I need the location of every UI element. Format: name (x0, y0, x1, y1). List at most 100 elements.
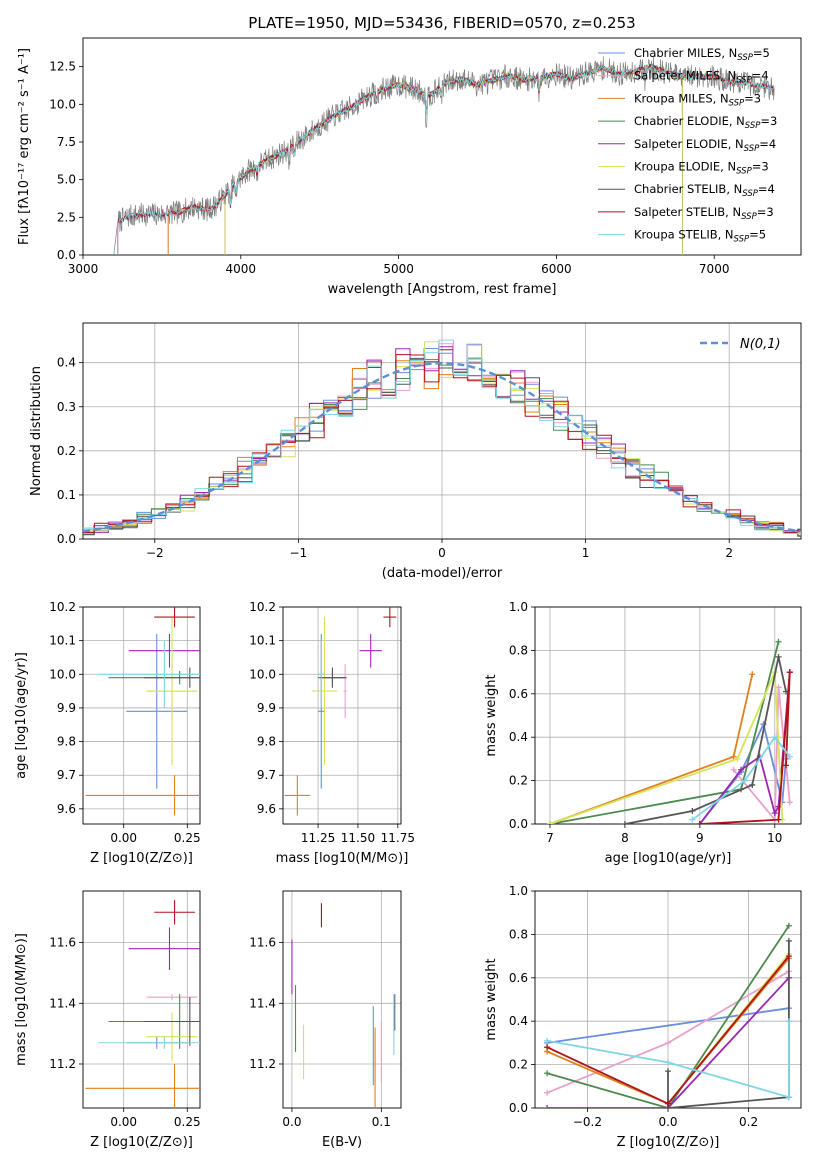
panels: 3000 4000 5000 6000 70000.02.55.07.510.012.5… (14, 37, 802, 1150)
x-tick-label: 0.00 (110, 1115, 137, 1129)
weight-point-marker (546, 821, 553, 824)
y-tick-label: 12.5 (49, 60, 76, 74)
y-tick-label: 11.4 (49, 996, 76, 1010)
mass-vs-ebv-panel: 0.0 0.1 11.2 11.4 11.6 E(B-V) (249, 890, 402, 1150)
x-tick-label: 0 (438, 546, 446, 560)
y-tick-label: 5.0 (57, 173, 76, 187)
weight-point-marker (785, 953, 792, 960)
y-tick-label: 9.7 (257, 768, 276, 782)
weight-point-marker (741, 777, 748, 784)
legend-entry: Salpeter MILES, NSSP=4 (634, 69, 769, 86)
y-axis-label: Flux [fλ10⁻¹⁷ erg cm⁻² s⁻¹ A⁻¹] (17, 48, 32, 245)
spectrum-plot-area (113, 56, 775, 255)
x-axis-label: mass [log10(M/M⊙)] (276, 851, 409, 866)
legend-entry: Chabrier MILES, NSSP=5 (634, 46, 770, 63)
weight-point-marker (775, 684, 782, 691)
x-tick-label: 0.2 (739, 1115, 758, 1129)
y-tick-label: 2.5 (57, 210, 76, 224)
y-tick-label: 1.0 (509, 600, 528, 614)
weight-plot-area (544, 922, 792, 1108)
y-axis-label: age [log10(age/yr)] (14, 652, 29, 779)
weight-point-marker (544, 1105, 551, 1108)
x-tick-label: 7 (546, 831, 554, 845)
y-tick-label: 0.0 (509, 817, 528, 831)
x-tick-label: 2 (725, 546, 733, 560)
x-tick-label: 11.25 (301, 831, 335, 845)
age-vs-mass-panel: 11.25 11.50 11.75 9.6 9.7 9.8 9.9 10.0 10.1 10.2 m… (249, 600, 415, 866)
y-tick-label: 0.6 (509, 687, 528, 701)
weight-point-marker (665, 1100, 671, 1107)
x-tick-label: 10 (767, 831, 782, 845)
y-tick-label: 1.0 (509, 884, 528, 898)
y-tick-label: 0.2 (509, 1058, 528, 1072)
x-tick-label: 5000 (383, 262, 414, 276)
legend-entry: Kroupa ELODIE, NSSP=3 (634, 160, 769, 177)
normal-legend-label: N(0,1) (740, 337, 781, 352)
x-tick-label: 0.00 (110, 831, 137, 845)
y-tick-label: 0.4 (509, 1014, 528, 1028)
weight-point-marker (785, 1018, 792, 1025)
x-tick-label: 0.1 (372, 1115, 391, 1129)
legend-entry: Chabrier ELODIE, NSSP=3 (634, 114, 777, 131)
y-tick-label: 0.2 (509, 774, 528, 788)
weight-point-marker (665, 1059, 671, 1066)
x-tick-label: 3000 (68, 262, 99, 276)
axes-frame (82, 606, 201, 825)
weight-plot-area (546, 638, 793, 824)
weight-point-marker (786, 753, 793, 760)
axes-frame (82, 322, 802, 540)
errorbar-plot-area (284, 607, 397, 816)
legend-entry: Kroupa STELIB, NSSP=5 (634, 228, 766, 245)
y-tick-label: 0.0 (57, 248, 76, 262)
y-tick-label: 0.3 (57, 400, 76, 414)
model-spectrum-line (117, 64, 775, 255)
weight-series-line (546, 1007, 790, 1044)
x-tick-label: 7000 (699, 262, 730, 276)
weight-vs-age-panel: 7 8 9 10 0.0 0.2 0.4 0.6 0.8 1.0 age [log10(age/yr… (484, 600, 802, 866)
y-axis-label: mass [log10(M/M⊙)] (14, 933, 29, 1066)
weight-point-marker (785, 922, 792, 929)
y-axis-label: mass weight (484, 674, 499, 756)
weight-point-marker (730, 753, 737, 760)
weight-point-marker (621, 821, 628, 824)
y-tick-label: 9.7 (57, 768, 76, 782)
x-tick-label: 0.0 (658, 1115, 677, 1129)
y-tick-label: 9.8 (257, 735, 276, 749)
weight-point-marker (775, 638, 782, 645)
y-tick-label: 11.6 (249, 936, 276, 950)
weight-point-marker (665, 1039, 671, 1046)
weight-series-line (546, 925, 790, 1108)
weight-point-marker (689, 807, 696, 814)
y-tick-label: 0.2 (57, 444, 76, 458)
x-axis-label: (data-model)/error (382, 566, 503, 581)
x-tick-label: −1 (290, 546, 308, 560)
residual-plot-area (83, 339, 801, 537)
residual-panel: −2 −1 0 1 2 0.0 0.1 0.2 0.3 0.4 (data-model)/error… (29, 322, 802, 581)
weight-point-marker (771, 810, 778, 817)
weight-point-marker (775, 816, 782, 823)
weight-point-marker (785, 937, 792, 944)
weight-point-marker (730, 766, 737, 773)
weight-point-marker (785, 1094, 792, 1101)
weight-series-line (691, 735, 791, 821)
legend-entry: Chabrier STELIB, NSSP=4 (634, 182, 775, 199)
x-tick-label: 11.50 (341, 831, 375, 845)
weight-point-marker (665, 1068, 671, 1075)
y-tick-label: 9.9 (57, 701, 76, 715)
y-tick-label: 9.6 (57, 802, 76, 816)
y-tick-label: 11.4 (249, 996, 276, 1010)
y-tick-label: 0.1 (57, 488, 76, 502)
errorbar-plot-area (291, 903, 396, 1108)
weight-point-marker (734, 755, 741, 762)
x-tick-label: −0.2 (573, 1115, 602, 1129)
weight-series-line (549, 671, 784, 824)
weight-point-marker (775, 653, 782, 660)
weight-point-marker (786, 669, 793, 676)
y-tick-label: 9.9 (257, 701, 276, 715)
weight-point-marker (544, 1044, 551, 1051)
y-tick-label: 10.2 (49, 600, 76, 614)
weight-point-marker (771, 734, 778, 741)
y-tick-label: 10.1 (49, 634, 76, 648)
legend-entry: Salpeter ELODIE, NSSP=4 (634, 137, 776, 154)
